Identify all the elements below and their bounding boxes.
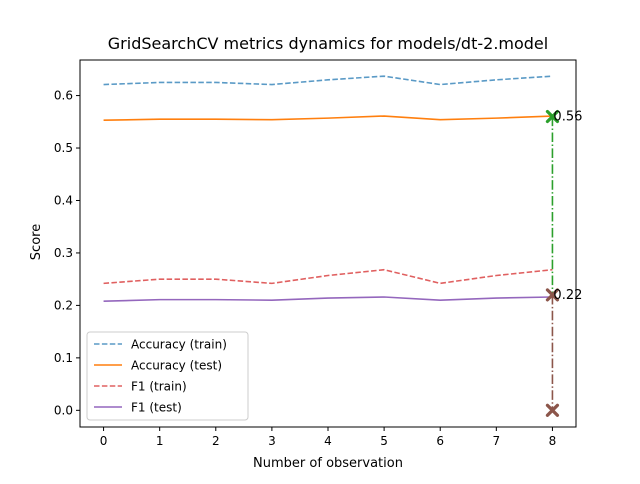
legend: Accuracy (train) Accuracy (test) F1 (train…: [86, 331, 249, 421]
x-tick-label: 1: [156, 434, 164, 448]
x-tick-label: 3: [268, 434, 276, 448]
y-tick-label: 0.2: [54, 298, 73, 312]
legend-box: [86, 331, 249, 421]
y-tick-label: 0.0: [54, 403, 73, 417]
y-tick-label: 0.5: [54, 141, 73, 155]
series-line-3: [103, 268, 553, 285]
y-tick-label: 0.3: [54, 246, 73, 260]
x-axis-label: Number of observation: [253, 456, 403, 471]
series-line-1: [103, 75, 553, 86]
series-line-4: [103, 296, 553, 302]
x-tick-label: 7: [493, 434, 501, 448]
annotation-marker-3: [545, 403, 560, 417]
legend-label-3: F1 (train): [131, 380, 187, 394]
x-tick-label: 2: [212, 434, 220, 448]
annotation-marker-2: [545, 288, 560, 302]
y-axis-label: Score: [29, 224, 44, 260]
x-tick-label: 8: [549, 434, 557, 448]
plot-area: 0.56 0.22: [103, 75, 582, 417]
annotation-label-1: 0.56: [553, 110, 582, 125]
legend-label-1: Accuracy (train): [131, 338, 227, 352]
x-tick-label: 4: [324, 434, 332, 448]
y-tick-label: 0.1: [54, 351, 73, 365]
x-tick-label: 5: [380, 434, 388, 448]
chart-title: GridSearchCV metrics dynamics for models…: [108, 34, 548, 53]
x-tick-label: 0: [100, 434, 108, 448]
legend-label-2: Accuracy (test): [131, 359, 222, 373]
y-tick-label: 0.6: [54, 89, 73, 103]
annotation-marker-1: [545, 109, 560, 124]
axes: 0 1 2 3 4 5 6 7 8 0.0 0.1 0.2 0.3 0.4 0.5 0.6: [54, 59, 577, 448]
annotation-label-2: 0.22: [553, 288, 582, 303]
x-tick-label: 6: [436, 434, 444, 448]
series-line-2: [103, 115, 553, 122]
y-tick-label: 0.4: [54, 193, 73, 207]
legend-label-4: F1 (test): [131, 401, 182, 415]
